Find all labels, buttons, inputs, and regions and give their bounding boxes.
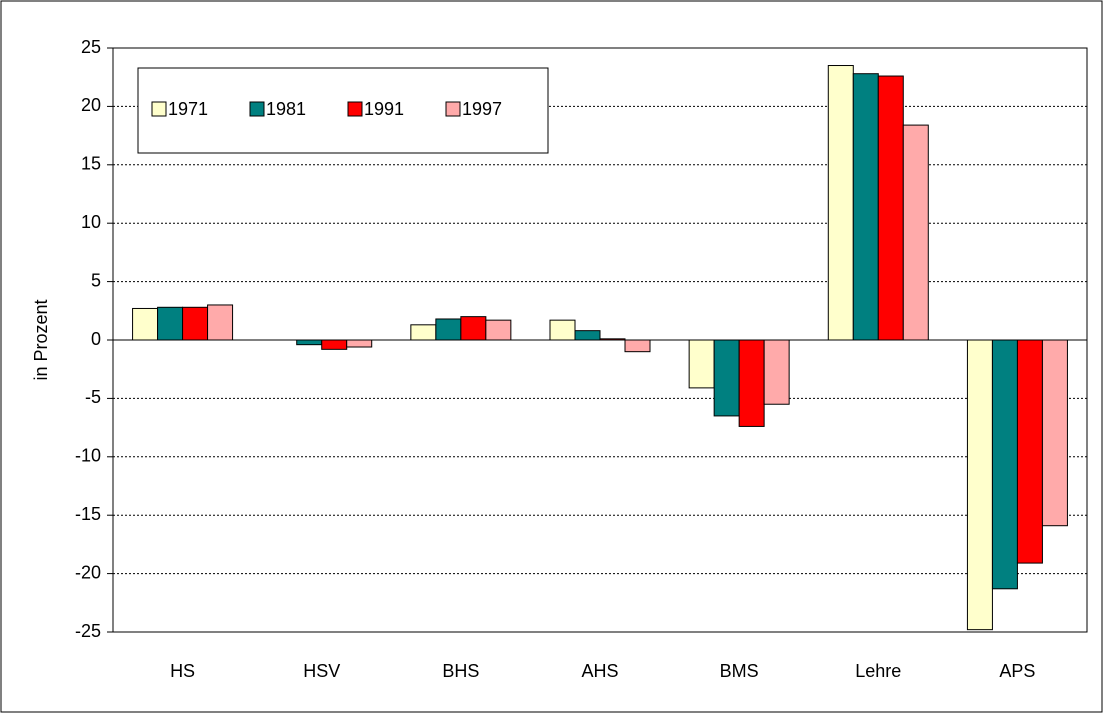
- bar: [574, 330, 601, 341]
- y-tick-label: 20: [81, 95, 101, 115]
- x-tick-label: HSV: [303, 661, 340, 681]
- y-tick-label: 0: [91, 329, 101, 349]
- bar: [182, 306, 209, 341]
- bar: [1016, 339, 1043, 564]
- y-tick-label: -5: [85, 387, 101, 407]
- x-tick-label: BHS: [442, 661, 479, 681]
- bar: [485, 319, 512, 341]
- y-tick-label: -15: [75, 504, 101, 524]
- legend-label: 1991: [364, 99, 404, 119]
- bar: [852, 73, 879, 341]
- bar: [321, 339, 348, 350]
- plot-border: [112, 47, 1088, 633]
- bar: [207, 304, 234, 341]
- legend-swatch: [151, 101, 167, 117]
- legend-swatch: [347, 101, 363, 117]
- x-tick-label: BMS: [720, 661, 759, 681]
- y-tick-label: -20: [75, 562, 101, 582]
- bar: [624, 339, 651, 353]
- bar: [460, 316, 487, 341]
- bar: [966, 339, 993, 631]
- legend-box: [137, 67, 549, 154]
- bar: [877, 75, 904, 341]
- legend-label: 1981: [266, 99, 306, 119]
- x-tick-label: AHS: [581, 661, 618, 681]
- bar: [827, 65, 854, 341]
- bar: [435, 318, 462, 341]
- bar: [549, 319, 576, 341]
- y-tick-label: 10: [81, 212, 101, 232]
- x-tick-label: Lehre: [855, 661, 901, 681]
- y-tick-label: -10: [75, 446, 101, 466]
- x-tick-label: APS: [999, 661, 1035, 681]
- y-tick-label: 15: [81, 154, 101, 174]
- bar: [738, 339, 765, 427]
- bar: [688, 339, 715, 389]
- bar: [763, 339, 790, 405]
- bar: [713, 339, 740, 417]
- bar: [346, 339, 373, 348]
- bar: [410, 324, 437, 341]
- bar: [1041, 339, 1068, 527]
- y-tick-label: 5: [91, 270, 101, 290]
- legend-swatch: [249, 101, 265, 117]
- y-tick-label: 25: [81, 37, 101, 57]
- bar: [296, 339, 323, 346]
- bar: [157, 306, 184, 341]
- legend-label: 1997: [462, 99, 502, 119]
- y-axis-label: in Prozent: [31, 299, 51, 380]
- legend-swatch: [445, 101, 461, 117]
- bar: [902, 124, 929, 341]
- bar: [132, 307, 159, 341]
- bar: [991, 339, 1018, 590]
- legend-label: 1971: [168, 99, 208, 119]
- y-tick-label: -25: [75, 621, 101, 641]
- x-tick-label: HS: [170, 661, 195, 681]
